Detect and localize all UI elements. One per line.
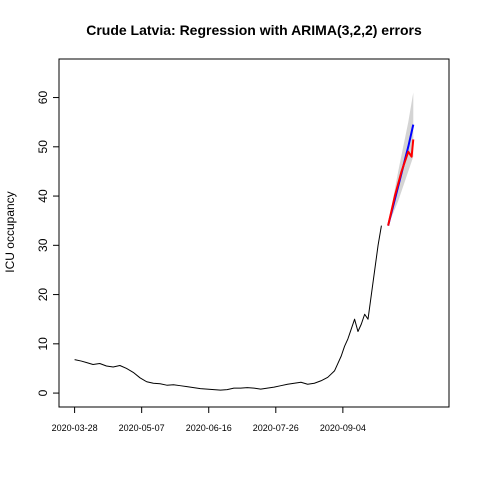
series-lines xyxy=(74,124,415,391)
x-tick-label: 2020-07-26 xyxy=(253,423,299,433)
y-tick-label: 10 xyxy=(36,337,50,351)
prediction-band xyxy=(388,92,414,226)
y-tick-label: 20 xyxy=(36,288,50,302)
prediction-interval-band xyxy=(388,92,414,226)
y-tick-label: 40 xyxy=(36,189,50,203)
y-tick-label: 0 xyxy=(36,389,50,396)
y-axis-label: ICU occupancy xyxy=(3,191,17,272)
actual-after-cutoff-line xyxy=(387,139,415,226)
x-axis: 2020-03-28 2020-05-07 2020-06-16 2020-07-26… xyxy=(52,406,366,433)
x-tick-label: 2020-06-16 xyxy=(186,423,232,433)
y-tick-label: 60 xyxy=(36,91,50,105)
chart-title: Crude Latvia: Regression with ARIMA(3,2,… xyxy=(86,22,422,38)
observed-line xyxy=(74,225,382,391)
y-tick-label: 30 xyxy=(36,238,50,252)
x-tick-label: 2020-03-28 xyxy=(52,423,98,433)
x-tick-label: 2020-05-07 xyxy=(119,423,165,433)
y-axis: 0 10 20 30 40 50 60 xyxy=(36,91,60,396)
x-tick-label: 2020-09-04 xyxy=(320,423,366,433)
y-tick-label: 50 xyxy=(36,140,50,154)
plot-frame xyxy=(58,58,450,408)
